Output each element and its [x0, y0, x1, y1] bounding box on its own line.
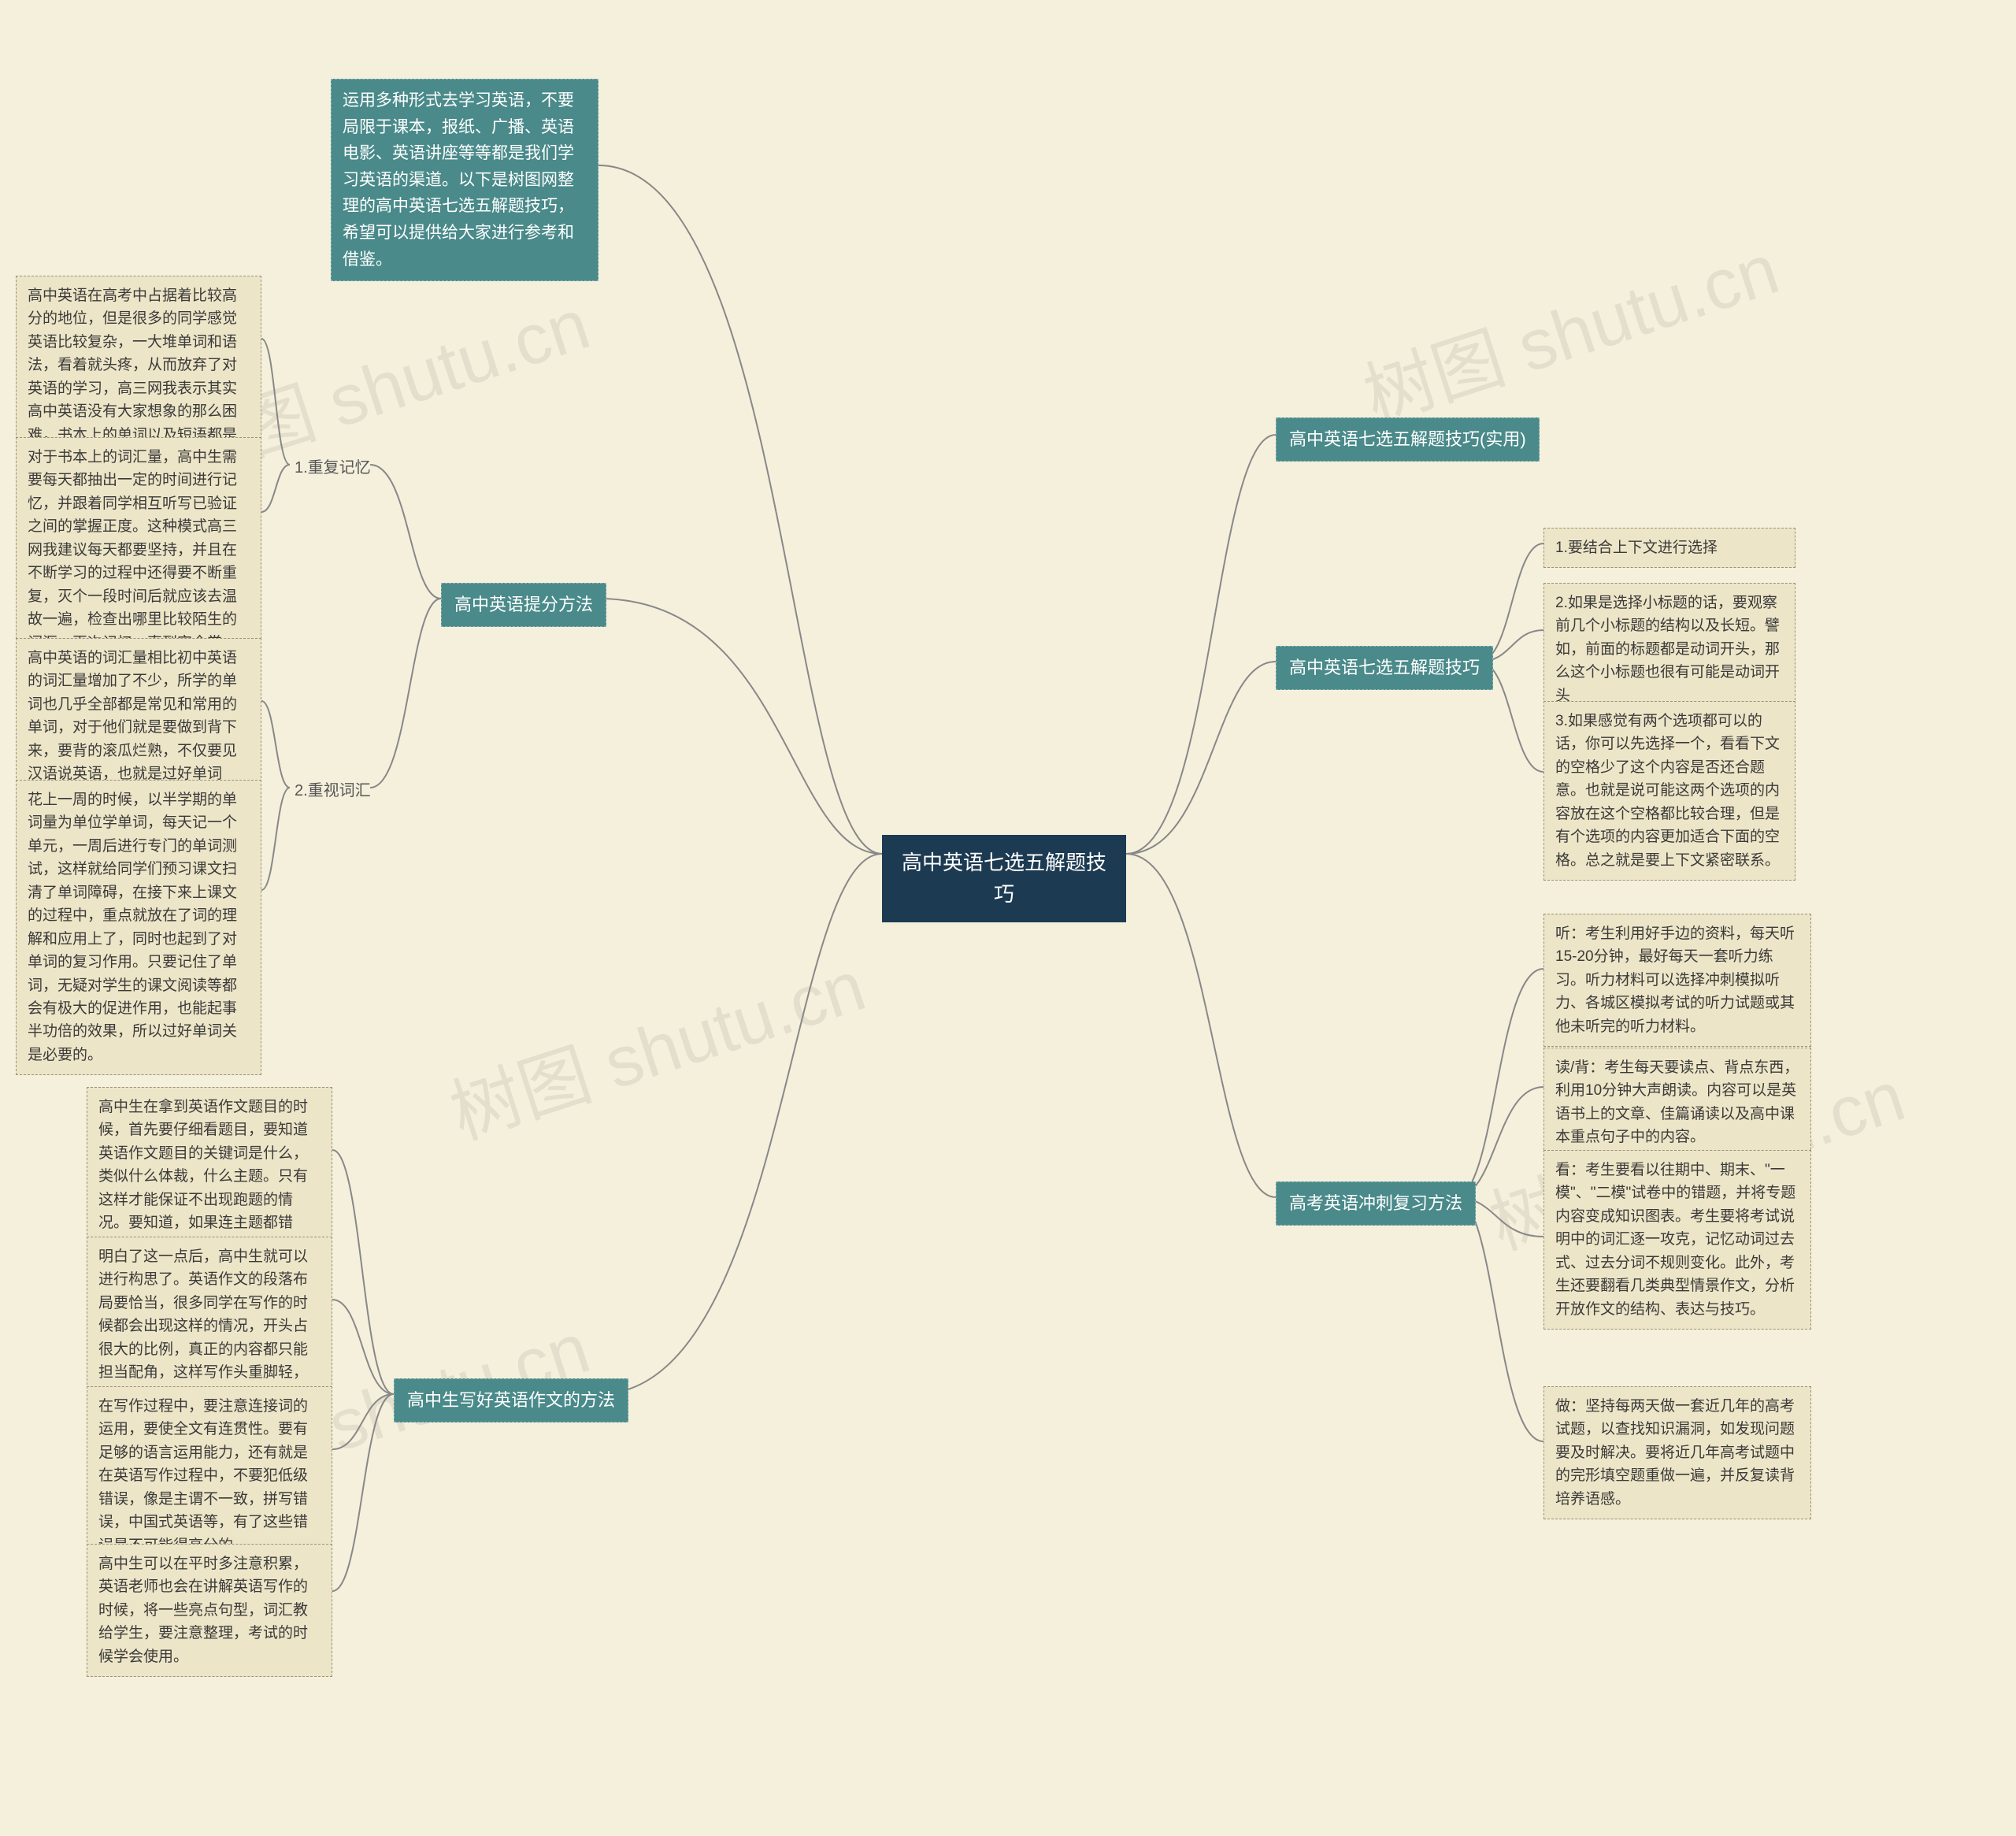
box-qxw-2: 3.如果感觉有两个选项都可以的话，你可以先选择一个，看看下文的空格少了这个内容是…: [1544, 701, 1796, 881]
section-writing: 高中生写好英语作文的方法: [394, 1378, 628, 1422]
section-practical: 高中英语七选五解题技巧(实用): [1276, 417, 1540, 462]
box-writing-2: 在写作过程中，要注意连接词的运用，要使全文有连贯性。要有足够的语言运用能力，还有…: [87, 1386, 332, 1566]
section-sprint-review: 高考英语冲刺复习方法: [1276, 1181, 1476, 1226]
label-repeat-memory: 1.重复记忆: [290, 453, 376, 484]
box-qxw-0: 1.要结合上下文进行选择: [1544, 528, 1796, 568]
section-qixuanwu: 高中英语七选五解题技巧: [1276, 646, 1493, 690]
root-node: 高中英语七选五解题技巧: [882, 835, 1126, 922]
label-focus-vocab: 2.重视词汇: [290, 776, 376, 807]
box-sprint-1: 读/背：考生每天要读点、背点东西，利用10分钟大声朗读。内容可以是英语书上的文章…: [1544, 1048, 1811, 1158]
watermark: 树图 shutu.cn: [1349, 212, 1789, 442]
box-improve-1-1: 花上一周的时候，以半学期的单词量为单位学单词，每天记一个单元，一周后进行专门的单…: [16, 780, 261, 1075]
box-sprint-3: 做：坚持每两天做一套近几年的高考试题，以查找知识漏洞，如发现问题要及时解决。要将…: [1544, 1386, 1811, 1519]
intro-box: 运用多种形式去学习英语，不要局限于课本，报纸、广播、英语电影、英语讲座等等都是我…: [331, 79, 598, 281]
section-improve-score: 高中英语提分方法: [441, 583, 606, 627]
box-writing-3: 高中生可以在平时多注意积累，英语老师也会在讲解英语写作的时候，将一些亮点句型，词…: [87, 1544, 332, 1677]
box-sprint-2: 看：考生要看以往期中、期末、"一模"、"二模"试卷中的错题，并将专题内容变成知识…: [1544, 1150, 1811, 1330]
box-sprint-0: 听：考生利用好手边的资料，每天听15-20分钟，最好每天一套听力练习。听力材料可…: [1544, 914, 1811, 1047]
box-qxw-1: 2.如果是选择小标题的话，要观察前几个小标题的结构以及长短。譬如，前面的标题都是…: [1544, 583, 1796, 716]
watermark: 树图 shutu.cn: [435, 929, 876, 1159]
